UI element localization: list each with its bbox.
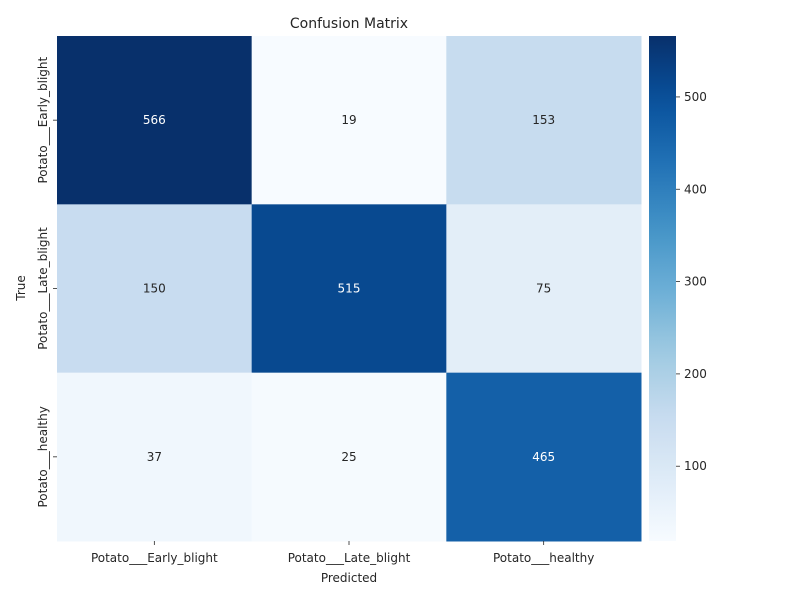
heatmap-cell <box>446 372 642 542</box>
heatmap-cell <box>446 204 642 374</box>
x-tick-label: Potato___healthy <box>493 551 594 565</box>
cell-value-label: 25 <box>341 450 356 464</box>
cell-value-label: 75 <box>536 282 551 296</box>
x-axis-label: Predicted <box>321 571 377 585</box>
heatmap-cell <box>57 372 253 542</box>
cell-value-label: 566 <box>143 113 166 127</box>
colorbar-tick-label: 400 <box>684 182 707 196</box>
heatmap-cells: 566 19 153 150 515 75 37 25 465 <box>57 36 642 542</box>
heatmap-cell <box>57 36 253 205</box>
y-axis-ticks: Potato___Early_blight Potato___Late_bligh… <box>36 56 57 508</box>
x-tick-label: Potato___Late_blight <box>288 551 411 565</box>
y-tick-label: Potato___Early_blight <box>36 56 50 183</box>
cell-value-label: 19 <box>341 113 356 127</box>
y-tick-label: Potato___Late_blight <box>36 227 50 350</box>
heatmap-cell <box>251 36 447 205</box>
heatmap-cell <box>251 204 447 374</box>
cell-value-label: 515 <box>338 282 361 296</box>
chart-title: Confusion Matrix <box>290 16 408 32</box>
colorbar-tick-label: 500 <box>684 90 707 104</box>
colorbar-tick-label: 300 <box>684 275 707 289</box>
cell-value-label: 150 <box>143 282 166 296</box>
colorbar <box>649 36 676 541</box>
colorbar-ticks: 100 200 300 400 500 <box>676 90 707 473</box>
heatmap-cell <box>251 372 447 542</box>
y-axis-label: True <box>14 275 28 302</box>
heatmap-cell <box>446 36 642 205</box>
colorbar-tick-label: 100 <box>684 459 707 473</box>
x-axis-ticks: Potato___Early_blight Potato___Late_bligh… <box>91 541 594 565</box>
x-tick-label: Potato___Early_blight <box>91 551 218 565</box>
cell-value-label: 153 <box>532 113 555 127</box>
cell-value-label: 37 <box>147 450 162 464</box>
cell-value-label: 465 <box>532 450 555 464</box>
y-tick-label: Potato___healthy <box>36 406 50 507</box>
heatmap-cell <box>57 204 253 374</box>
colorbar-tick-label: 200 <box>684 367 707 381</box>
